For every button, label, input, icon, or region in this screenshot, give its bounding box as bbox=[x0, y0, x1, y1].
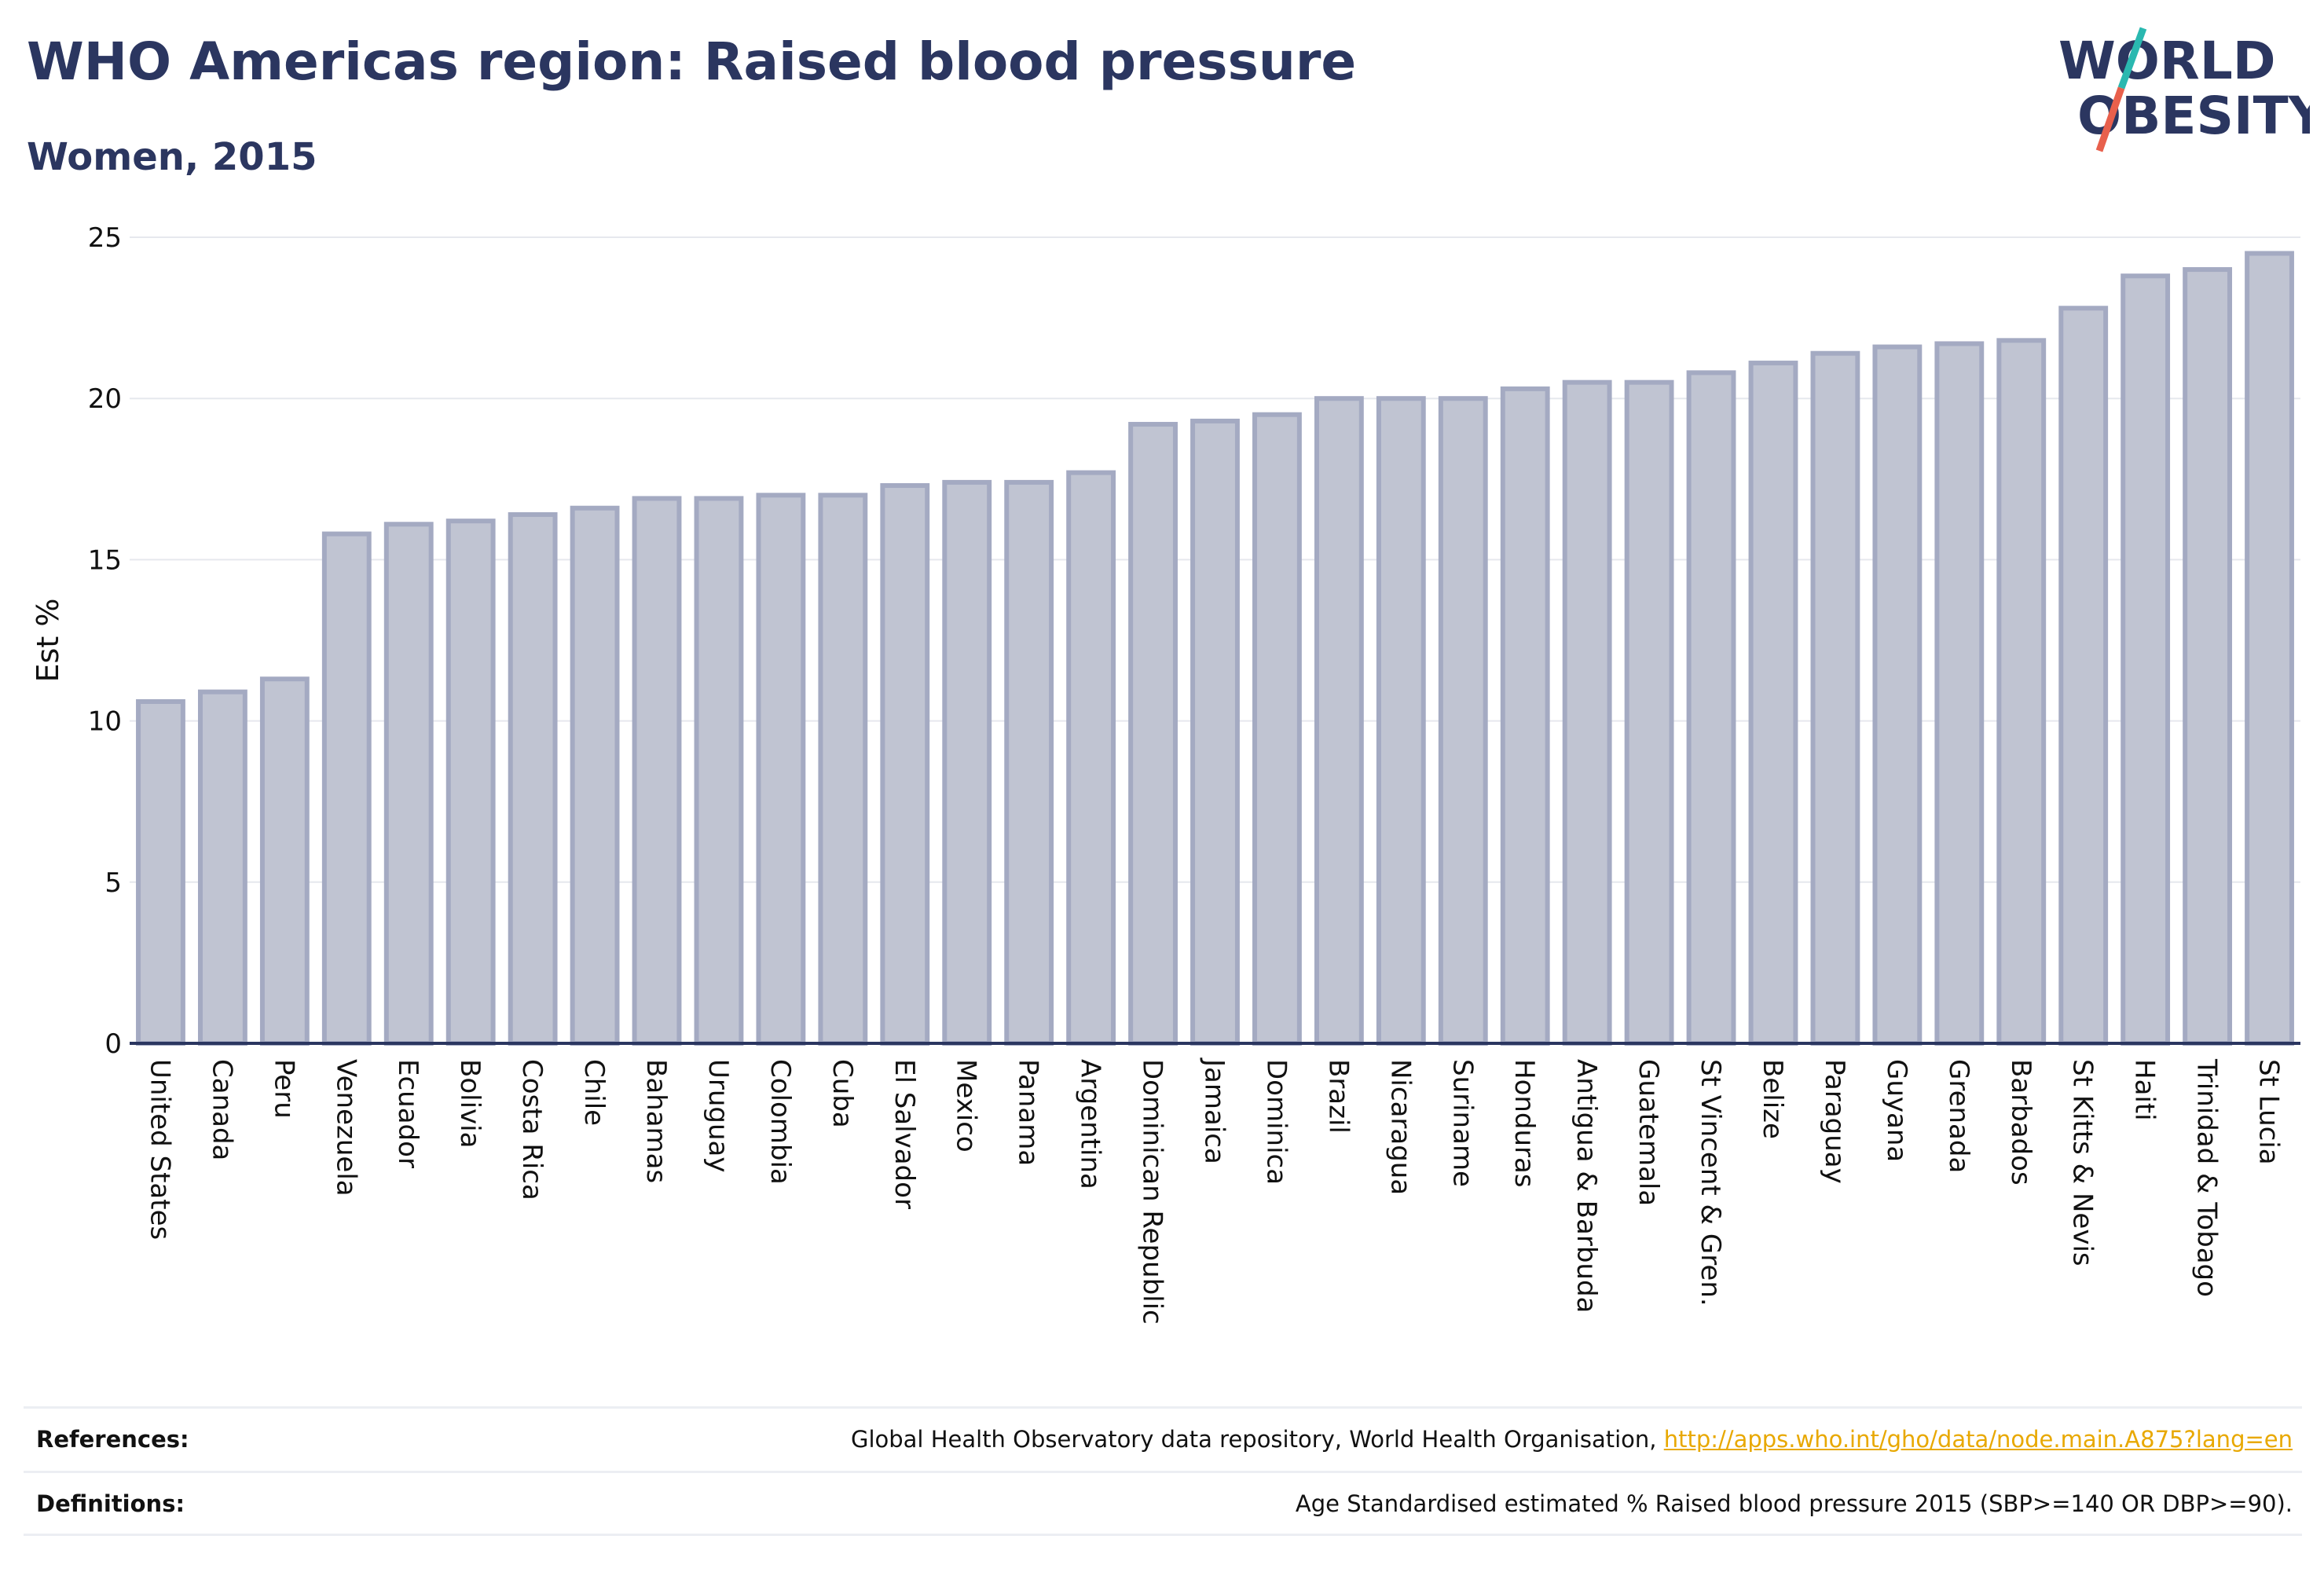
x-tick-label: Nicaragua bbox=[1384, 1059, 1416, 1195]
bar bbox=[508, 511, 558, 1046]
x-tick-label: Jamaica bbox=[1199, 1057, 1230, 1164]
x-tick-label: Canada bbox=[206, 1059, 237, 1160]
bar bbox=[756, 493, 806, 1046]
bar bbox=[880, 483, 930, 1046]
x-tick-label: Peru bbox=[268, 1059, 299, 1119]
y-tick-label: 0 bbox=[104, 1028, 122, 1060]
x-tick-label: Mexico bbox=[951, 1059, 982, 1153]
bar bbox=[1500, 386, 1550, 1046]
references-link[interactable]: http://apps.who.int/gho/data/node.main.A… bbox=[1663, 1426, 2293, 1453]
x-tick-label: Trinidad & Tobago bbox=[2191, 1058, 2223, 1297]
x-tick-label: Dominican Republic bbox=[1137, 1059, 1168, 1325]
x-tick-label: Grenada bbox=[1943, 1059, 1974, 1173]
bar bbox=[570, 505, 620, 1046]
references-text: Global Health Observatory data repositor… bbox=[851, 1426, 2293, 1453]
x-tick-label: Paraguay bbox=[1819, 1059, 1850, 1184]
x-tick-label: Honduras bbox=[1508, 1059, 1540, 1188]
bar-chart: 0 5 10 15 20 25 Est % United States Canada Peru Ve… bbox=[31, 222, 2300, 1325]
bar bbox=[1190, 418, 1240, 1046]
bar bbox=[1810, 350, 1860, 1046]
bar bbox=[2058, 306, 2109, 1046]
x-tick-label: Cuba bbox=[827, 1059, 858, 1128]
x-tick-label: Dominica bbox=[1260, 1059, 1292, 1185]
y-tick-label: 15 bbox=[88, 544, 122, 576]
bar bbox=[197, 689, 247, 1046]
chart-title: WHO Americas region: Raised blood pressu… bbox=[27, 31, 1357, 92]
x-tick-label: Uruguay bbox=[702, 1059, 734, 1173]
x-tick-label: El Salvador bbox=[889, 1059, 920, 1209]
bar bbox=[1624, 379, 1674, 1046]
bar bbox=[818, 493, 868, 1046]
x-tick-label: St Lucia bbox=[2253, 1059, 2285, 1165]
bar bbox=[1066, 470, 1116, 1046]
y-tick-label: 20 bbox=[88, 383, 122, 415]
bar bbox=[694, 496, 744, 1046]
bar bbox=[1128, 422, 1178, 1046]
footer-divider-top bbox=[24, 1406, 2302, 1409]
bar bbox=[1376, 396, 1426, 1046]
chart-subtitle: Women, 2015 bbox=[27, 135, 317, 179]
bar bbox=[1748, 361, 1798, 1046]
bar bbox=[1004, 479, 1054, 1046]
logo-word-world: WORLD bbox=[2058, 31, 2276, 91]
bar bbox=[942, 479, 992, 1046]
references-row: References: Global Health Observatory da… bbox=[36, 1426, 2293, 1465]
x-tick-label: Chile bbox=[578, 1059, 610, 1126]
footer-divider-middle bbox=[24, 1471, 2302, 1473]
bar bbox=[2183, 267, 2233, 1046]
x-tick-label: St Vincent & Gren. bbox=[1695, 1059, 1726, 1307]
x-tick-label: Antigua & Barbuda bbox=[1571, 1059, 1602, 1313]
y-tick-label: 25 bbox=[88, 222, 122, 254]
x-tick-label: Guatemala bbox=[1633, 1059, 1664, 1206]
logo-slash-bottom bbox=[2095, 86, 2125, 152]
x-tick-label: Panama bbox=[1013, 1059, 1044, 1166]
bar bbox=[1562, 379, 1612, 1046]
bar bbox=[2121, 273, 2171, 1046]
y-axis-label: Est % bbox=[31, 599, 65, 683]
x-tick-label: Barbados bbox=[2005, 1059, 2036, 1186]
x-tick-label: Bahamas bbox=[640, 1059, 672, 1183]
references-source: Global Health Observatory data repositor… bbox=[850, 1426, 1657, 1453]
x-tick-label: Suriname bbox=[1446, 1059, 1478, 1187]
bar bbox=[1872, 344, 1923, 1046]
bar bbox=[445, 519, 496, 1046]
x-tick-label: Guyana bbox=[1881, 1059, 1912, 1162]
definitions-text: Age Standardised estimated % Raised bloo… bbox=[1295, 1490, 2293, 1517]
bar bbox=[1252, 412, 1302, 1046]
definitions-label: Definitions: bbox=[36, 1490, 185, 1517]
x-tick-label: Brazil bbox=[1322, 1059, 1354, 1134]
x-tick-label: Bolivia bbox=[454, 1059, 486, 1148]
bar bbox=[1934, 341, 1985, 1046]
x-tick-label: Argentina bbox=[1075, 1059, 1106, 1189]
x-tick-label: United States bbox=[144, 1059, 175, 1240]
bar bbox=[136, 698, 185, 1046]
x-tick-label: Haiti bbox=[2129, 1059, 2161, 1121]
bar bbox=[1438, 396, 1488, 1046]
footer-divider-bottom bbox=[24, 1534, 2302, 1536]
bar bbox=[2245, 251, 2294, 1046]
x-tick-label: Costa Rica bbox=[516, 1059, 548, 1200]
world-obesity-logo: WORLD OBESITY bbox=[2058, 27, 2310, 152]
bar bbox=[259, 676, 310, 1046]
x-tick-label: Belize bbox=[1757, 1059, 1788, 1139]
x-tick-label: Colombia bbox=[764, 1059, 796, 1185]
bar bbox=[1996, 338, 2047, 1046]
bar bbox=[632, 496, 682, 1046]
bar bbox=[1686, 370, 1736, 1046]
y-tick-label: 5 bbox=[104, 867, 122, 899]
definitions-row: Definitions: Age Standardised estimated … bbox=[36, 1490, 2293, 1530]
bar bbox=[321, 531, 372, 1046]
y-tick-label: 10 bbox=[88, 706, 122, 738]
x-tick-label: Venezuela bbox=[330, 1059, 361, 1197]
x-tick-label: St Kitts & Nevis bbox=[2067, 1059, 2099, 1266]
bar bbox=[1314, 396, 1364, 1046]
x-tick-label: Ecuador bbox=[392, 1059, 423, 1168]
references-label: References: bbox=[36, 1426, 189, 1453]
logo-slash-top bbox=[2117, 27, 2147, 90]
bar bbox=[383, 522, 434, 1046]
